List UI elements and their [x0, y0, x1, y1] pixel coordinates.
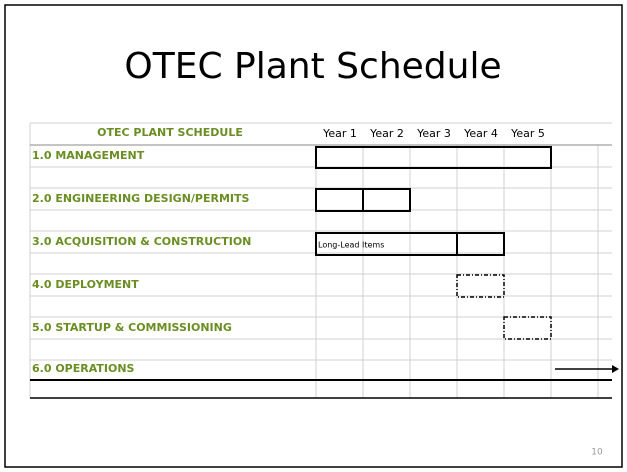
year-label: Year 2 [369, 127, 404, 140]
row-label: 2.0 ENGINEERING DESIGN/PERMITS [32, 192, 250, 205]
year-label: Year 5 [510, 127, 545, 140]
schedule-bar-tentative [503, 316, 552, 340]
year-label: Year 3 [416, 127, 451, 140]
schedule-bar [456, 232, 505, 256]
year-label: Year 4 [463, 127, 498, 140]
bar-label: Long-Lead Items [318, 241, 384, 250]
schedule-bar [315, 146, 552, 169]
year-label: Year 1 [322, 127, 357, 140]
table-header: OTEC PLANT SCHEDULE [97, 126, 243, 139]
schedule-bar-tentative [456, 274, 505, 298]
slide-frame [4, 4, 623, 468]
row-label: 6.0 OPERATIONS [32, 362, 135, 375]
schedule-bar [362, 188, 411, 212]
slide-title: OTEC Plant Schedule [124, 46, 501, 87]
grid [29, 122, 612, 399]
row-label: 1.0 MANAGEMENT [32, 149, 145, 162]
page-number: 10 [591, 448, 603, 458]
row-label: 5.0 STARTUP & COMMISSIONING [32, 321, 232, 334]
row-label: 4.0 DEPLOYMENT [32, 278, 139, 291]
row-label: 3.0 ACQUISITION & CONSTRUCTION [32, 235, 251, 248]
arrow-head [612, 365, 619, 373]
